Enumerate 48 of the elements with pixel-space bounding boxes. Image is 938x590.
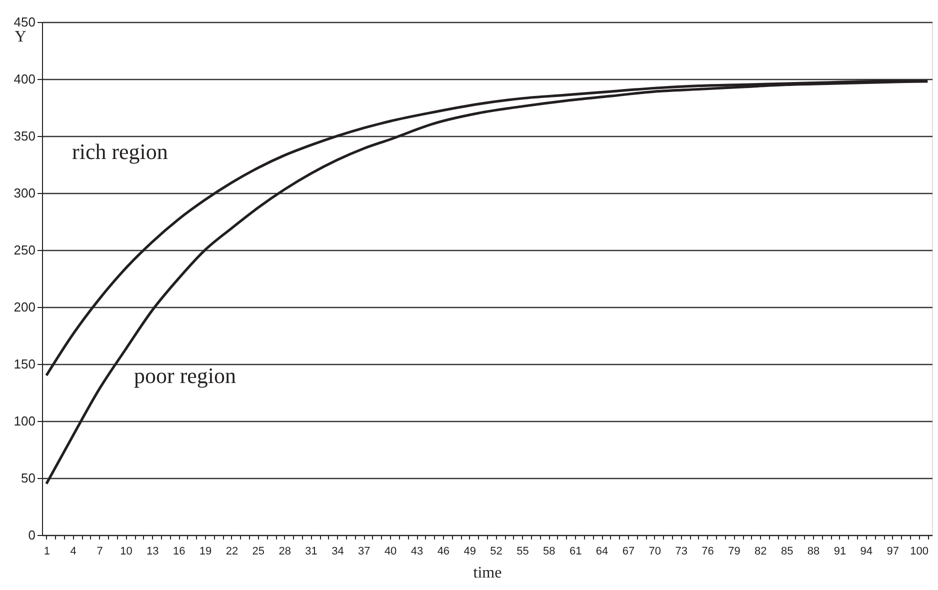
y-tick-label: 400: [14, 72, 36, 86]
annotation: poor region: [134, 363, 236, 388]
x-tick-label: 19: [199, 546, 212, 558]
x-tick-label: 22: [226, 546, 238, 558]
y-tick-label: 0: [28, 528, 36, 542]
x-tick-label: 43: [410, 546, 424, 558]
x-tick-label: 1: [44, 546, 50, 558]
y-tick-label: 200: [14, 300, 36, 314]
x-tick-label: 100: [910, 546, 928, 558]
x-tick-label: 49: [464, 546, 476, 558]
x-tick-label: 25: [252, 546, 265, 558]
x-tick-label: 13: [146, 546, 159, 558]
x-tick-label: 28: [278, 546, 291, 558]
x-tick-label: 58: [543, 546, 556, 558]
x-tick-label: 46: [437, 546, 450, 558]
x-tick-label: 34: [332, 546, 344, 558]
x-axis-title: time: [473, 564, 502, 582]
x-tick-label: 91: [834, 546, 846, 558]
x-tick-label: 97: [886, 546, 899, 558]
x-tick-label: 73: [675, 546, 688, 558]
x-tick-label: 79: [728, 546, 740, 558]
x-tick-label: 40: [384, 546, 397, 558]
x-tick-label: 16: [172, 546, 186, 558]
annotation: rich region: [72, 139, 168, 164]
y-tick-label: 50: [21, 470, 36, 486]
y-axis-title: Y: [14, 28, 27, 46]
y-tick-label: 350: [14, 128, 36, 144]
x-tick-label: 82: [754, 546, 767, 558]
x-tick-label: 10: [120, 546, 132, 558]
x-tick-label: 88: [807, 546, 820, 558]
x-tick-label: 70: [648, 546, 662, 558]
x-tick-label: 31: [305, 546, 318, 558]
x-tick-label: 64: [596, 546, 608, 558]
y-tick-label: 250: [14, 242, 36, 258]
x-tick-label: 55: [516, 546, 529, 558]
x-tick-label: 4: [70, 546, 76, 558]
y-tick-label: 450: [14, 14, 36, 30]
y-tick-label: 100: [14, 414, 36, 428]
x-tick-label: 85: [780, 546, 794, 558]
x-tick-label: 94: [860, 546, 873, 558]
x-tick-label: 52: [490, 546, 502, 558]
x-tick-label: 7: [96, 546, 103, 558]
y-tick-label: 300: [14, 186, 36, 200]
x-tick-label: 67: [622, 546, 635, 558]
y-tick-label: 150: [14, 356, 36, 372]
x-tick-label: 61: [569, 546, 582, 558]
x-tick-label: 76: [702, 546, 714, 558]
x-tick-label: 37: [358, 546, 370, 558]
